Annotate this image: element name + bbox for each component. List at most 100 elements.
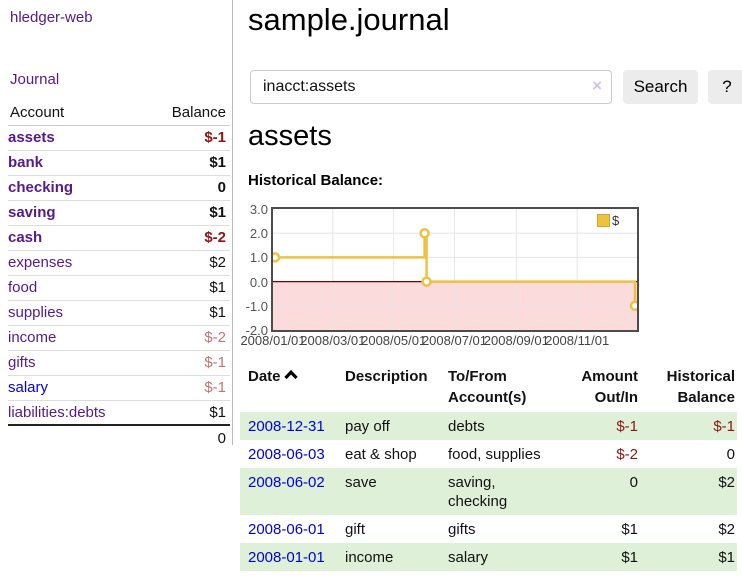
search-button[interactable]: Search <box>623 70 698 104</box>
help-button[interactable]: ? <box>708 70 742 104</box>
sort-ascending-icon <box>283 369 298 380</box>
x-axis-tick-label: 2008/05/01 <box>361 333 427 348</box>
data-point-marker <box>419 227 430 239</box>
sidebar-item-journal[interactable]: Journal <box>10 71 60 88</box>
data-point-marker <box>629 300 641 312</box>
transaction-description: income <box>337 543 440 571</box>
account-link[interactable]: food <box>8 279 38 296</box>
transaction-accounts: saving, checking <box>440 468 560 515</box>
accounts-col-account: Account <box>8 100 146 126</box>
transaction-date-link[interactable]: 2008-06-03 <box>248 446 325 463</box>
data-point-marker <box>421 276 432 287</box>
transaction-date-link[interactable]: 2008-12-31 <box>248 418 325 435</box>
account-balance: $2 <box>145 250 230 276</box>
x-axis-tick-label: 2008/03/01 <box>300 333 366 348</box>
account-link[interactable]: gifts <box>8 354 36 371</box>
search-input[interactable] <box>250 70 612 104</box>
transaction-balance: $2 <box>640 468 737 515</box>
account-balance: $1 <box>145 275 230 301</box>
chart-svg <box>269 209 641 330</box>
register-col-balance: Historical Balance <box>666 368 735 406</box>
clear-search-icon[interactable]: × <box>592 76 602 95</box>
sidebar-divider <box>232 0 233 445</box>
y-axis-tick-label: 1.0 <box>249 250 268 266</box>
search-field-wrap: × <box>250 70 612 104</box>
transaction-amount: $-1 <box>560 412 640 440</box>
y-axis-tick-label: -2.0 <box>245 323 268 338</box>
transaction-balance: $-1 <box>640 412 737 440</box>
register-row: 2008-01-01 income salary $1 $1 <box>240 543 737 571</box>
account-link[interactable]: liabilities:debts <box>8 403 106 421</box>
account-balance: $-2 <box>145 225 230 251</box>
account-balance: $-2 <box>145 325 230 351</box>
transaction-accounts: salary <box>440 543 560 571</box>
page-title: sample.journal <box>248 2 450 37</box>
y-axis-tick-label: -1.0 <box>245 298 268 314</box>
x-axis-tick-label: 2008/01/01 <box>240 333 306 348</box>
account-link[interactable]: checking <box>8 179 74 196</box>
legend-label: $ <box>612 213 620 228</box>
sidebar: hledger-web Journal Account Balance asse… <box>0 0 233 582</box>
account-row: bank $1 <box>8 150 230 176</box>
account-link[interactable]: bank <box>8 154 44 171</box>
account-row: gifts $-1 <box>8 350 230 376</box>
account-link[interactable]: supplies <box>8 304 64 321</box>
accounts-col-balance: Balance <box>145 100 230 126</box>
chart-title: Historical Balance: <box>248 172 384 189</box>
account-link[interactable]: income <box>8 329 57 346</box>
transaction-date-link[interactable]: 2008-01-01 <box>248 549 325 566</box>
account-balance: $1 <box>145 150 230 176</box>
transaction-date-link[interactable]: 2008-06-02 <box>248 474 325 491</box>
account-balance: $-1 <box>145 125 230 151</box>
transaction-balance: 0 <box>726 446 735 463</box>
transaction-description: pay off <box>337 412 440 440</box>
transaction-accounts: debts <box>440 412 560 440</box>
account-row: checking 0 <box>8 175 230 201</box>
x-axis-tick-label: 2008/09/01 <box>483 333 549 348</box>
register-col-date[interactable]: Date <box>240 358 337 412</box>
register-col-accounts: To/From Account(s) <box>448 368 527 406</box>
account-balance: $1 <box>145 300 230 326</box>
account-row: income $-2 <box>8 325 230 351</box>
data-point-marker <box>269 252 281 263</box>
account-row: supplies $1 <box>8 300 230 326</box>
account-link[interactable]: cash <box>8 229 43 246</box>
chart-legend: $ <box>594 212 623 229</box>
brand-link[interactable]: hledger-web <box>10 9 93 26</box>
account-balance: $1 <box>145 400 230 426</box>
legend-swatch-icon <box>597 214 610 227</box>
account-row: food $1 <box>8 275 230 301</box>
account-row: salary $-1 <box>8 375 230 401</box>
transaction-description: gift <box>345 521 366 538</box>
transaction-accounts: food, supplies <box>448 446 541 463</box>
account-heading: assets <box>248 120 332 152</box>
account-link[interactable]: salary <box>8 379 49 396</box>
account-link[interactable]: saving <box>8 204 56 221</box>
x-axis-tick-label: 2008/11/01 <box>545 333 610 348</box>
x-axis-tick-label: 2008/07/01 <box>421 333 488 348</box>
transaction-date-link[interactable]: 2008-06-01 <box>248 521 325 538</box>
account-balance: 0 <box>145 175 230 201</box>
account-link[interactable]: expenses <box>8 254 73 271</box>
y-axis-tick-label: 2.0 <box>249 226 268 242</box>
register-table: Date Description To/From Account(s) Amou… <box>240 358 737 571</box>
account-balance: $1 <box>145 200 230 226</box>
transaction-balance: $2 <box>718 521 735 538</box>
transaction-balance: $1 <box>640 543 737 571</box>
accounts-table: Account Balance assets $-1 bank $1 checking 0… <box>8 100 230 450</box>
account-link[interactable]: assets <box>8 129 55 146</box>
register-col-description: Description <box>345 368 428 385</box>
account-balance: $-1 <box>145 375 230 401</box>
register-row: 2008-06-03 eat & shop food, supplies $-2 0 <box>240 440 737 468</box>
register-col-amount: Amount Out/In <box>581 368 638 406</box>
y-axis-tick-label: 3.0 <box>249 202 268 217</box>
account-row: assets $-1 <box>8 125 230 151</box>
accounts-total-row: 0 <box>8 424 230 450</box>
historical-balance-chart: $ 3.0 2.0 1.0 0.0 -1.0 -2.0 2008/01/01 2008/03/… <box>240 200 742 352</box>
transaction-amount: $-2 <box>616 446 638 463</box>
register-row: 2008-12-31 pay off debts $-1 $-1 <box>240 412 737 440</box>
transaction-amount: $1 <box>621 521 638 538</box>
register-row: 2008-06-01 gift gifts $1 $2 <box>240 515 737 543</box>
account-row: liabilities:debts $1 <box>8 400 230 426</box>
